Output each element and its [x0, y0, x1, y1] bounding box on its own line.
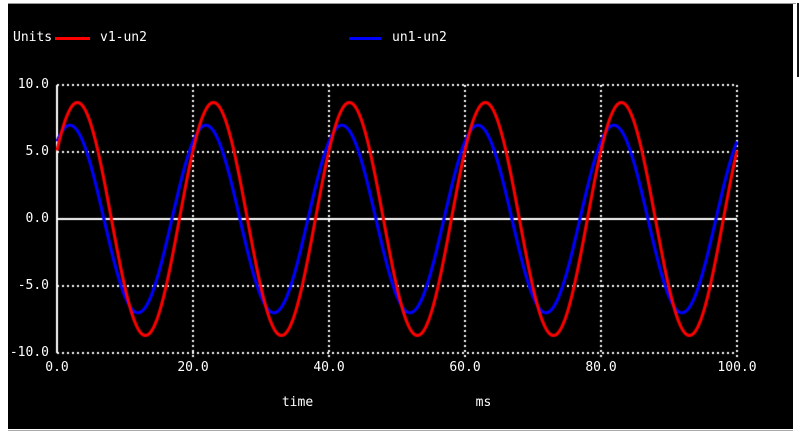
x-tick-label: 80.0 [585, 360, 617, 375]
x-axis-unit: ms [475, 395, 492, 410]
y-tick-label: -10.0 [9, 345, 49, 360]
y-tick-label: 0.0 [25, 211, 49, 226]
window-top-border [8, 3, 796, 4]
window-bottom-shadow [8, 430, 793, 431]
legend-label-un1-un2: un1-un2 [392, 30, 447, 45]
y-tick-label: 10.0 [17, 77, 49, 92]
waveform-canvas [8, 4, 793, 429]
x-tick-label: 40.0 [313, 360, 345, 375]
y-tick-label: 5.0 [25, 144, 49, 159]
x-tick-label: 60.0 [449, 360, 481, 375]
legend-label-v1-un2: v1-un2 [100, 30, 147, 45]
x-tick-label: 20.0 [177, 360, 209, 375]
legend-line-un1-un2 [349, 37, 381, 40]
x-axis-title: time [281, 395, 314, 410]
x-tick-label: 100.0 [717, 360, 757, 375]
y-tick-label: -5.0 [17, 278, 49, 293]
x-tick-label: 0.0 [45, 360, 69, 375]
plot-window: Units v1-un2 un1-un2 10.0 5.0 0.0 -5.0 -10.0… [8, 4, 793, 429]
units-label: Units [13, 30, 53, 45]
screen-edge-line [797, 3, 799, 77]
legend-line-v1-un2 [55, 37, 90, 40]
